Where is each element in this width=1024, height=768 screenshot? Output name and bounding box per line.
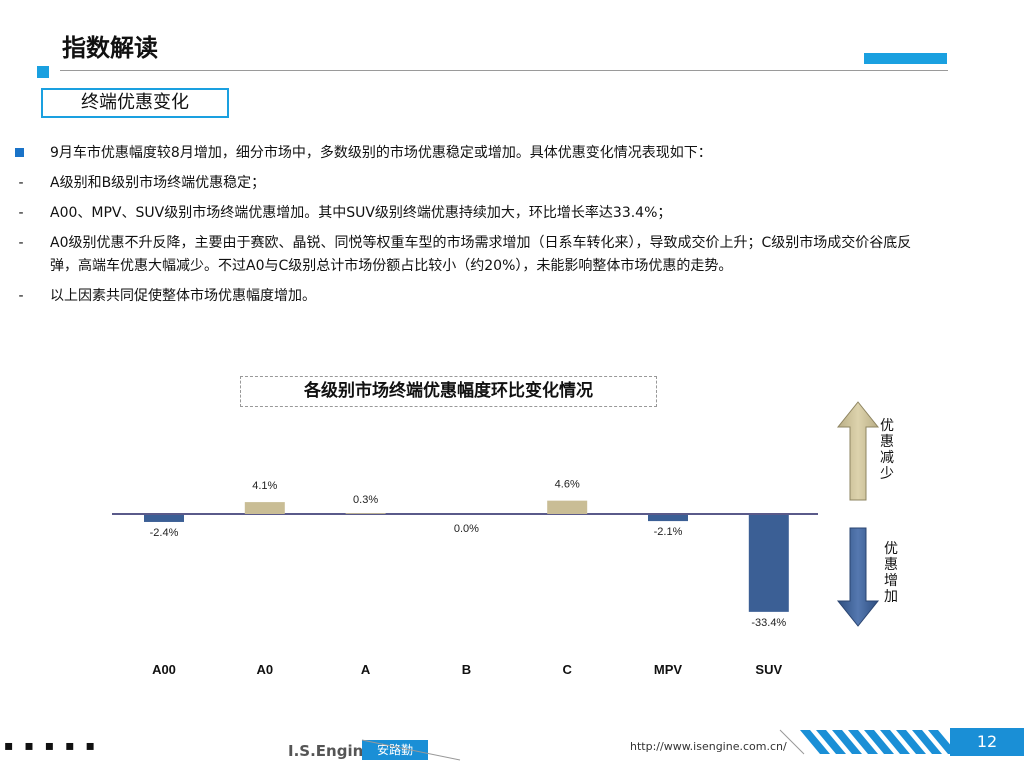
- category-label-c: C: [563, 662, 573, 677]
- category-label-b: B: [462, 662, 471, 677]
- bullet-dash-marker: -: [18, 235, 24, 251]
- footer-dots: ▪ ▪ ▪ ▪ ▪: [4, 738, 98, 754]
- bullet-item: - A00、MPV、SUV级别市场终端优惠增加。其中SUV级别终端优惠持续加大，…: [14, 202, 934, 225]
- bullet-text: 以上因素共同促使整体市场优惠幅度增加。: [50, 288, 316, 304]
- bullet-dash-marker: -: [18, 288, 24, 304]
- footer-logo: I.S.Engine: [288, 742, 374, 760]
- bullet-text: A00、MPV、SUV级别市场终端优惠增加。其中SUV级别终端优惠持续加大，环比…: [50, 205, 672, 221]
- category-label-a0: A0: [256, 662, 273, 677]
- data-label-b: 0.0%: [454, 523, 479, 535]
- data-label-mpv: -2.1%: [654, 526, 683, 538]
- section-subtitle: 终端优惠变化: [41, 88, 229, 118]
- data-label-c: 4.6%: [555, 479, 580, 491]
- data-label-a: 0.3%: [353, 494, 378, 506]
- data-label-a00: -2.4%: [150, 527, 179, 539]
- bullet-item: - 以上因素共同促使整体市场优惠幅度增加。: [14, 285, 934, 308]
- header-accent-bar: [864, 53, 947, 64]
- bar-a00: [144, 515, 184, 522]
- bar-a: [345, 513, 386, 514]
- page-title: 指数解读: [62, 34, 158, 62]
- bar-mpv: [648, 515, 688, 522]
- arrow-down-label: 优惠增加: [884, 541, 898, 605]
- bullet-list: 9月车市优惠幅度较8月增加，细分市场中，多数级别的市场优惠稳定或增加。具体优惠变…: [14, 142, 934, 315]
- bullet-dash-marker: -: [18, 205, 24, 221]
- page-number: 12: [950, 728, 1024, 756]
- bar-a0: [244, 502, 285, 514]
- bar-suv: [748, 515, 789, 612]
- bar-c: [547, 500, 588, 514]
- bullet-item: - A0级别优惠不升反降，主要由于赛欧、晶锐、同悦等权重车型的市场需求增加（日系…: [14, 232, 934, 278]
- footer-url[interactable]: http://www.isengine.com.cn/: [630, 740, 787, 753]
- header-square-decoration: [37, 66, 49, 78]
- data-label-suv: -33.4%: [751, 617, 786, 629]
- category-label-suv: SUV: [755, 662, 782, 677]
- bullet-text: 9月车市优惠幅度较8月增加，细分市场中，多数级别的市场优惠稳定或增加。具体优惠变…: [50, 145, 712, 161]
- arrow-down-icon: [836, 527, 880, 627]
- chart-title: 各级别市场终端优惠幅度环比变化情况: [240, 376, 657, 407]
- arrow-up-label: 优惠减少: [880, 418, 894, 482]
- bullet-item: 9月车市优惠幅度较8月增加，细分市场中，多数级别的市场优惠稳定或增加。具体优惠变…: [14, 142, 934, 165]
- footer-badge: 安路勤: [362, 740, 428, 760]
- category-label-a00: A00: [152, 662, 176, 677]
- bullet-item: - A级别和B级别市场终端优惠稳定；: [14, 172, 934, 195]
- bullet-dash-marker: -: [18, 175, 24, 191]
- data-label-a0: 4.1%: [252, 480, 277, 492]
- title-divider: [60, 70, 948, 71]
- arrow-up-icon: [836, 401, 880, 501]
- bullet-text: A0级别优惠不升反降，主要由于赛欧、晶锐、同悦等权重车型的市场需求增加（日系车转…: [50, 235, 912, 274]
- category-label-a: A: [361, 662, 371, 677]
- bullet-text: A级别和B级别市场终端优惠稳定；: [50, 175, 266, 191]
- category-label-mpv: MPV: [654, 662, 683, 677]
